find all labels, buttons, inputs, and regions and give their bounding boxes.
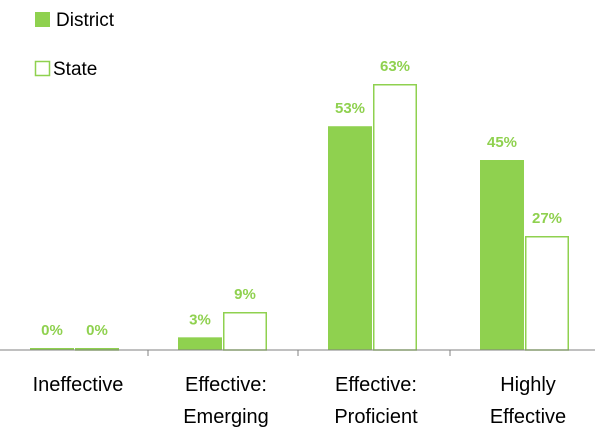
data-label-district-highly-effective: 45%	[487, 134, 517, 151]
data-label-district-effective-emerging: 3%	[189, 311, 211, 328]
legend: District State	[34, 10, 115, 80]
x-tick-label-effective-proficient: Effective: Proficient	[334, 374, 418, 428]
bar-state-highly-effective	[525, 236, 569, 351]
data-label-state-effective-proficient: 63%	[380, 58, 410, 75]
x-tick-label-highly-effective: Highly Effective	[490, 374, 566, 428]
bar-state-effective-emerging	[223, 312, 267, 351]
bar-district-highly-effective	[480, 160, 524, 350]
legend-label-district: District	[56, 10, 115, 31]
data-label-state-ineffective: 0%	[86, 322, 108, 339]
data-label-state-highly-effective: 27%	[532, 210, 562, 227]
plot-area: 0% 0% Ineffective 3% 9% Effective: Emerging 53%…	[0, 58, 595, 428]
bar-district-effective-proficient	[328, 126, 372, 350]
bar-district-effective-emerging	[178, 337, 222, 350]
x-tick-label-effective-emerging: Effective: Emerging	[183, 374, 269, 428]
legend-swatch-state	[34, 60, 51, 77]
data-label-district-ineffective: 0%	[41, 322, 63, 339]
data-label-district-effective-proficient: 53%	[335, 100, 365, 117]
legend-label-state: State	[53, 59, 97, 80]
data-label-state-effective-emerging: 9%	[234, 286, 256, 303]
legend-swatch-district	[35, 12, 50, 27]
bar-district-ineffective	[30, 348, 74, 350]
bar-state-effective-proficient	[373, 84, 417, 351]
x-tick-label-ineffective: Ineffective	[33, 374, 124, 396]
